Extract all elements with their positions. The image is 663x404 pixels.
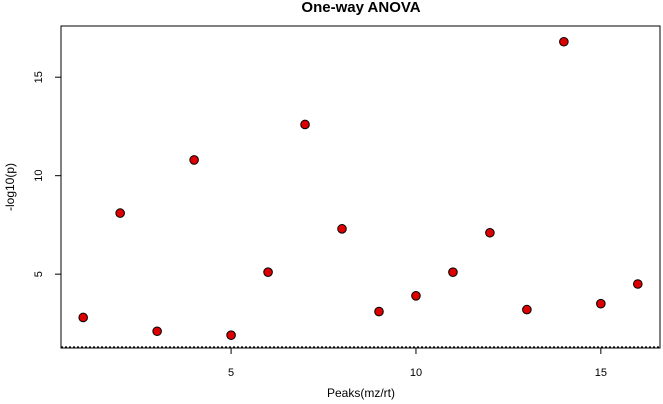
- data-point: [485, 227, 495, 238]
- data-point: [78, 312, 88, 323]
- data-point: [522, 304, 532, 315]
- y-tick-label: 15: [33, 71, 45, 83]
- x-axis-label: Peaks(mz/rt): [327, 386, 395, 400]
- x-axis: 5 10 15: [228, 348, 607, 379]
- data-point: [448, 267, 458, 277]
- data-point: [633, 279, 643, 289]
- y-tick-label: 5: [33, 271, 45, 277]
- y-axis: 5 10 15: [33, 71, 61, 277]
- chart-title: One-way ANOVA: [301, 0, 420, 16]
- data-point: [596, 298, 606, 309]
- data-point: [374, 306, 384, 317]
- data-point: [300, 119, 310, 130]
- points-layer: [78, 36, 643, 340]
- x-tick-label: 10: [410, 367, 422, 379]
- data-point: [337, 224, 347, 234]
- y-axis-label: -log10(p): [3, 163, 17, 211]
- plot-frame: [60, 25, 661, 349]
- x-tick-label: 15: [595, 367, 607, 379]
- data-point: [226, 330, 236, 340]
- data-point: [189, 155, 199, 165]
- y-tick-label: 10: [33, 170, 45, 182]
- data-point: [115, 208, 125, 218]
- x-tick-label: 5: [228, 367, 234, 379]
- data-point: [152, 326, 162, 337]
- data-point: [559, 36, 569, 47]
- data-point: [411, 291, 421, 301]
- data-point: [263, 267, 273, 277]
